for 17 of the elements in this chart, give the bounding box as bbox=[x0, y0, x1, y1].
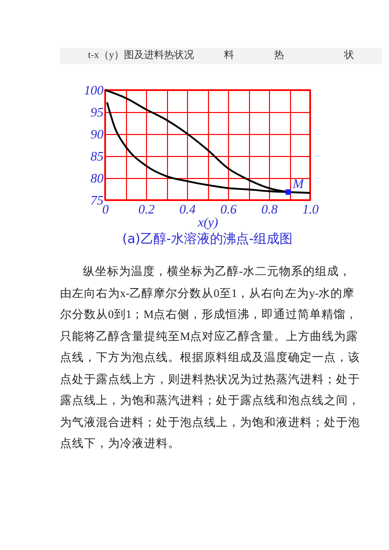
y-tick-label: 85 bbox=[90, 148, 104, 164]
text: t-x（y）图及进料热状况 料 热 状 bbox=[60, 48, 382, 64]
y-tick-label: 100 bbox=[84, 82, 104, 98]
x-tick-label: 0.2 bbox=[138, 202, 156, 216]
y-tick-label: 95 bbox=[90, 104, 104, 120]
x-tick-label: 1.0 bbox=[302, 202, 320, 216]
y-tick-label: 80 bbox=[90, 170, 104, 186]
text: (a)乙醇-水溶液的沸点-组成图 bbox=[122, 231, 293, 247]
annotation: M bbox=[292, 176, 305, 192]
text: 纵坐标为温度，横坐标为乙醇-水二元物系的组成，由左向右为x-乙醇摩尔分数从0至1，从右向左为y-水的摩尔分数从0到1；M点右侧，形成恒沸，即通过简单精馏，只能将乙醇含量提纯至M点对应乙醇含量。上方曲线为露点线，下方为泡点线。根据原料组成及温度确定一点，该点处于露点线上方，则进料热状况为过热蒸汽进料；处于露点线上，为饱和蒸汽进料；处于露点线和泡点线之间，为气液混合进料；处于泡点线上，为饱和液进料；处于泡点线下，为冷液进料。 bbox=[60, 266, 360, 450]
y-tick-label: 90 bbox=[90, 126, 104, 142]
x-axis-title: x(y) bbox=[196, 214, 218, 230]
y-tick-label: 75 bbox=[90, 192, 104, 208]
x-tick-label: 0.4 bbox=[179, 202, 196, 216]
x-tick-label: 0 bbox=[102, 202, 110, 216]
x-tick-label: 0.6 bbox=[220, 202, 238, 216]
x-tick-label: 0.8 bbox=[261, 202, 278, 216]
